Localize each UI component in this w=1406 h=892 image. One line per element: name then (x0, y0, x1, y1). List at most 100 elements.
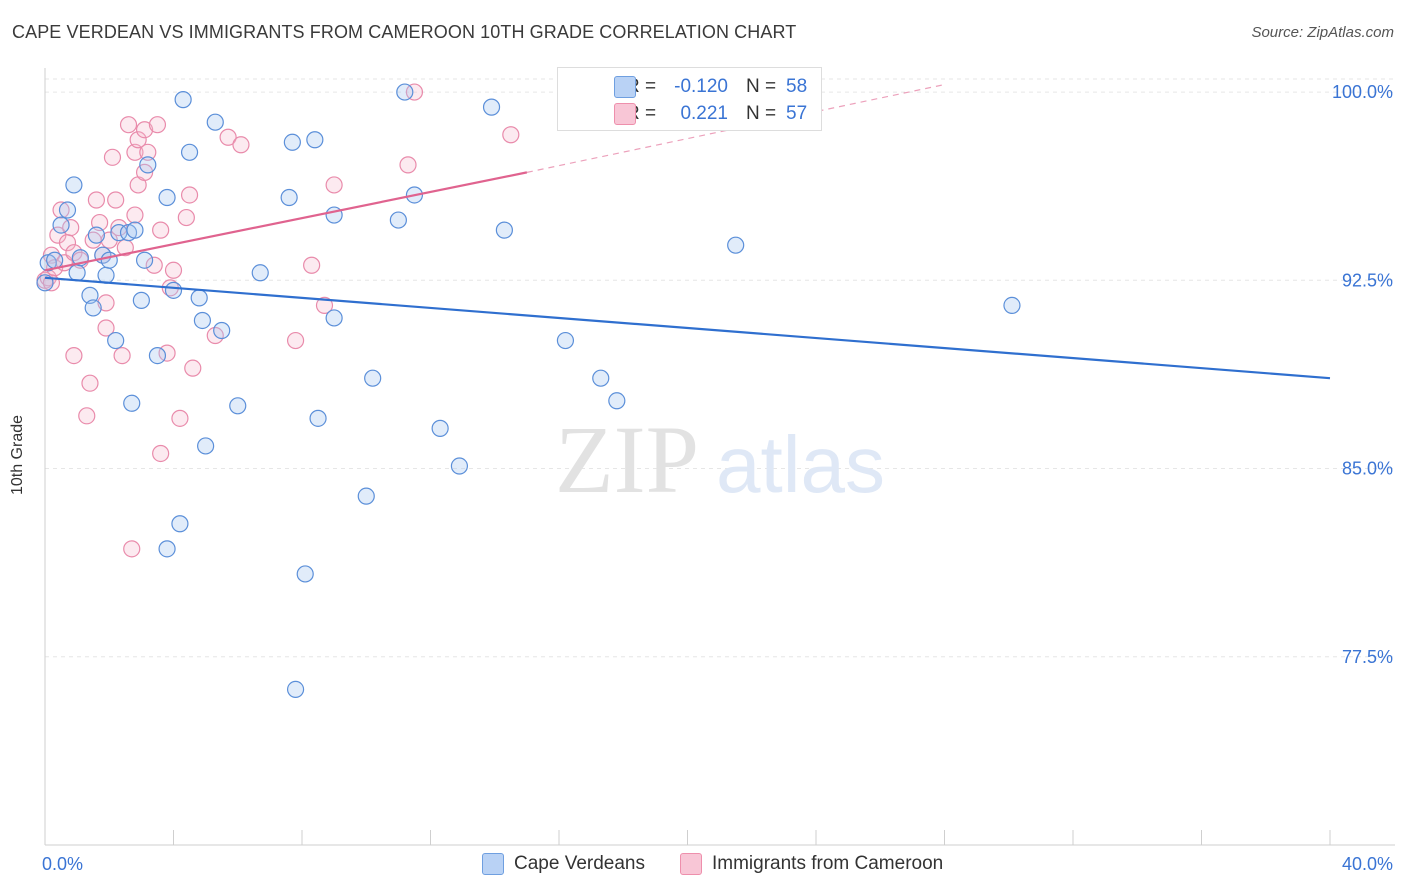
cape-verdean-point (135, 251, 154, 269)
cameroon-point (303, 256, 321, 274)
cape-verdean-point (126, 221, 144, 239)
cape-verdean-point (450, 457, 469, 475)
cape-verdean-point (193, 311, 212, 330)
cape-verdean-point (97, 266, 115, 284)
cape-verdean-trend-line (44, 276, 1331, 380)
cape-verdean-point (364, 369, 382, 387)
cape-verdean-point (180, 143, 199, 161)
cameroon-point (113, 347, 131, 365)
cape-verdean-point (309, 409, 327, 427)
cape-verdean-point (107, 331, 125, 350)
cape-verdean-point (174, 91, 192, 109)
y-tick-label: 77.5% (1342, 647, 1393, 667)
cameroon-point (52, 201, 70, 219)
legend-swatch-pink (614, 103, 636, 125)
cape-verdean-point (164, 281, 183, 299)
cape-verdean-point (306, 131, 324, 149)
cape-verdean-point (482, 98, 501, 116)
cameroon-point (123, 540, 141, 558)
cape-verdean-point (100, 251, 118, 269)
cape-verdean-point (1003, 296, 1021, 315)
cape-verdean-point (68, 264, 86, 282)
cape-verdean-point (139, 156, 157, 174)
cape-verdean-point (357, 487, 375, 505)
cameroon-point (119, 116, 138, 134)
cameroon-point (184, 359, 202, 377)
cape-verdean-point (229, 397, 247, 415)
y-tick-label: 85.0% (1342, 459, 1393, 479)
cape-verdean-point (495, 221, 513, 239)
bottom-legend-cameroon: Immigrants from Cameroon (680, 851, 943, 877)
cameroon-point (135, 121, 154, 139)
cameroon-point (65, 347, 83, 365)
cape-verdean-point (197, 437, 215, 455)
cameroon-point (232, 136, 250, 154)
cape-verdean-point (84, 299, 102, 317)
cameroon-point (62, 219, 80, 237)
cape-verdean-point (556, 331, 575, 350)
watermark: ZIP atlas (555, 406, 885, 513)
cape-verdean-point (190, 289, 208, 307)
cape-verdean-point (608, 392, 626, 410)
chart-title: CAPE VERDEAN VS IMMIGRANTS FROM CAMEROON… (12, 22, 797, 42)
cameroon-point (87, 191, 106, 209)
cape-verdean-point (206, 113, 224, 131)
cameroon-point (129, 131, 147, 149)
cape-verdean-point (251, 264, 269, 282)
cameroon-point (164, 261, 183, 279)
cape-verdean-point (65, 176, 83, 194)
source-label: Source: ZipAtlas.com (1251, 24, 1394, 41)
cape-verdean-point (389, 211, 407, 229)
cameroon-point (139, 143, 157, 161)
legend-r-value: -0.120 (674, 76, 728, 97)
cameroon-point (286, 331, 305, 350)
correlation-legend: R = -0.120 N = 58 R = 0.221 N = 57 (557, 67, 822, 131)
cameroon-point (78, 407, 96, 425)
cape-verdean-point (325, 309, 343, 327)
cameroon-point (325, 176, 343, 194)
cameroon-point (145, 256, 163, 274)
cameroon-point (107, 191, 125, 209)
cape-verdean-point (431, 419, 449, 437)
cape-verdean-point (396, 83, 414, 101)
cameroon-trend-line (44, 171, 528, 272)
cape-verdean-point (280, 188, 298, 207)
cape-verdean-point (132, 291, 150, 309)
bottom-legend-swatch-blue (482, 853, 504, 875)
cameroon-point (180, 186, 199, 204)
cape-verdean-point (286, 680, 305, 698)
legend-n-value: 57 (786, 103, 808, 124)
cape-verdean-point (58, 201, 77, 219)
cape-verdean-point (283, 133, 301, 151)
cameroon-point (103, 148, 122, 166)
cameroon-point (148, 116, 167, 134)
y-tick-label: 100.0% (1332, 82, 1393, 102)
legend-n-label: N = (746, 103, 777, 124)
legend-n-label: N = (746, 76, 777, 97)
cape-verdean-point (213, 321, 231, 340)
bottom-legend-label: Immigrants from Cameroon (712, 853, 944, 874)
x-tick-label: 40.0% (1342, 854, 1393, 874)
cape-verdean-point (171, 515, 189, 533)
cameroon-point (399, 156, 417, 174)
x-tick-label: 0.0% (42, 854, 83, 874)
bottom-legend-label: Cape Verdeans (514, 853, 645, 874)
cape-verdean-point (592, 369, 610, 387)
legend-row-cameroon: R = 0.221 N = 57 (586, 101, 807, 127)
cameroon-point (405, 83, 424, 101)
cameroon-point (81, 374, 99, 392)
cameroon-point (152, 444, 170, 463)
legend-n-value: 58 (786, 76, 808, 97)
cameroon-point (502, 126, 520, 144)
cameroon-point (177, 208, 195, 227)
cape-verdean-point (52, 216, 70, 234)
bottom-legend-swatch-pink (680, 853, 702, 875)
cameroon-point (126, 206, 144, 224)
cape-verdean-point (87, 226, 106, 244)
cape-verdean-point (727, 236, 745, 254)
cape-verdean-point (148, 347, 167, 365)
tick-labels-layer: 77.5% 85.0% 92.5% 100.0% 0.0% 40.0% (42, 82, 1393, 874)
axes-layer (44, 68, 1395, 846)
points-layer (36, 83, 1021, 698)
